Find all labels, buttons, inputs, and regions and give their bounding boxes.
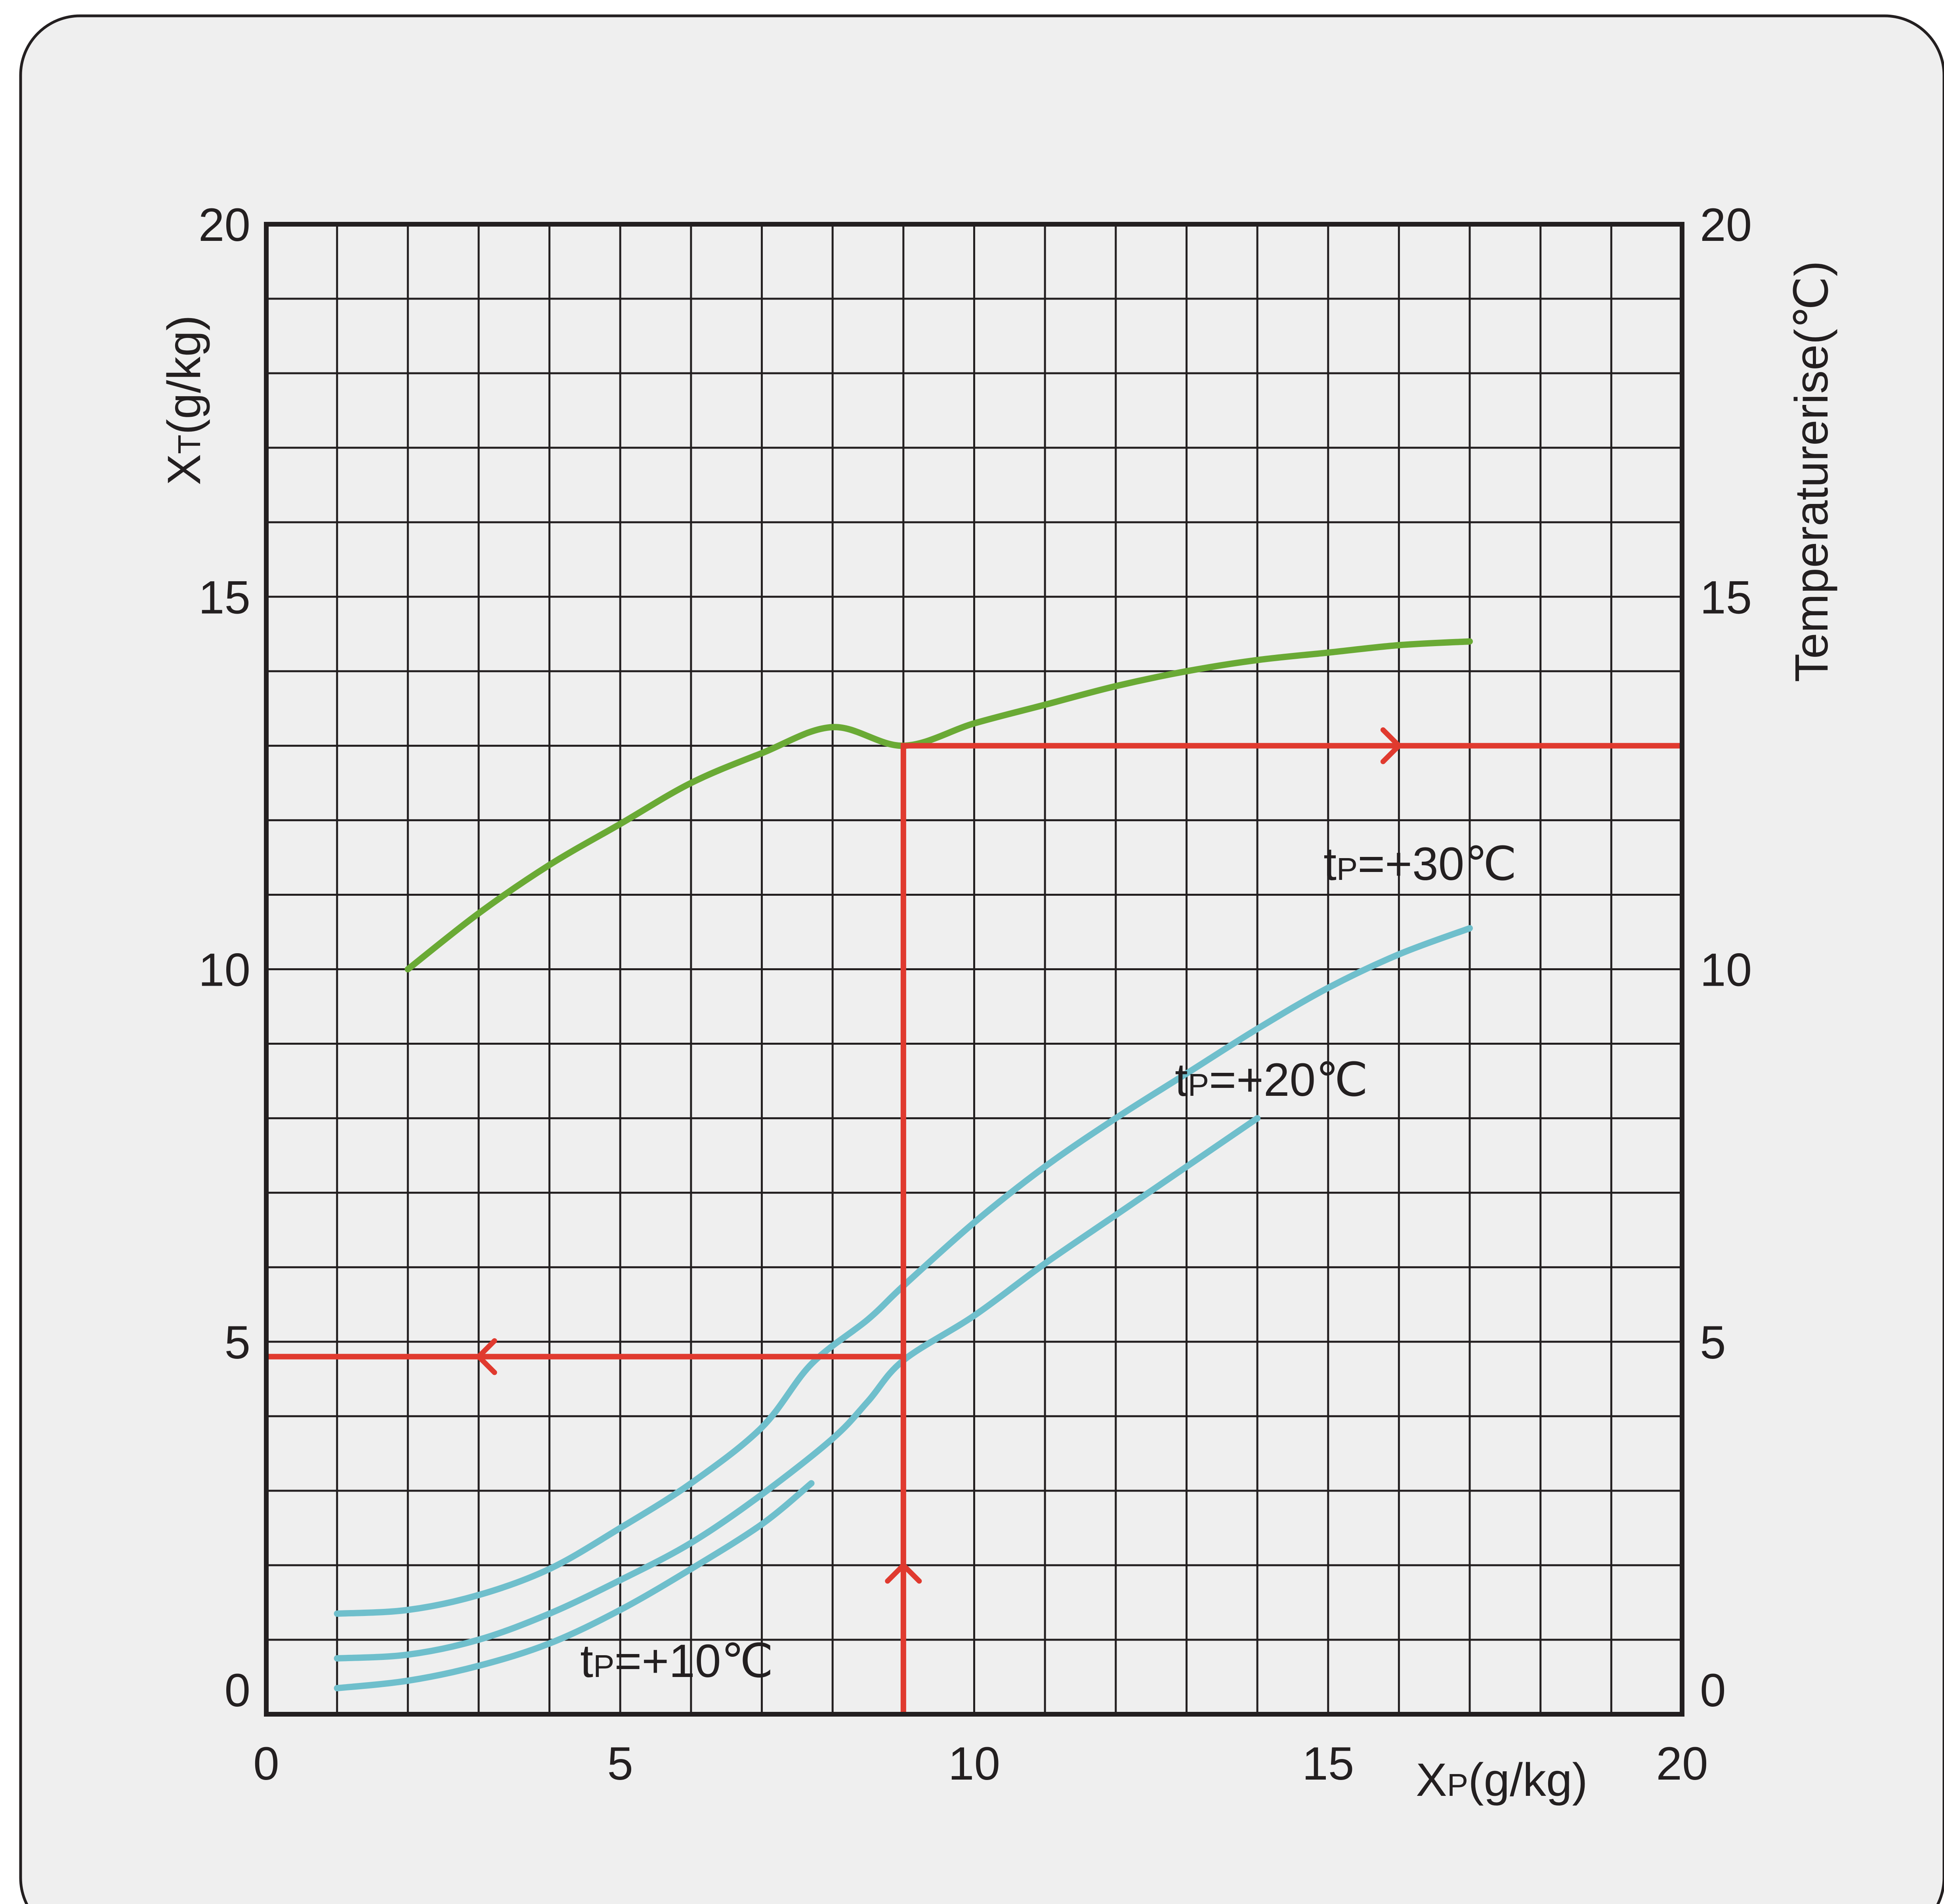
y-right-tick-label: 0 [1700, 1664, 1726, 1717]
x-tick-label: 10 [948, 1738, 1000, 1790]
y-left-axis-title-sub: T [172, 435, 207, 454]
x-tick-label: 20 [1656, 1738, 1708, 1790]
curve-label-t: t [580, 1635, 593, 1687]
curve-labels: tP=+30℃tP=+20℃tP=+10℃ [580, 838, 1517, 1687]
series-line-3 [334, 1115, 1261, 1662]
construction-line-main [900, 743, 1682, 1714]
y-left-axis-title-main: X [158, 454, 210, 485]
curve-label-3: tP=+20℃ [1175, 1054, 1368, 1106]
y-left-tick-label: 5 [224, 1316, 250, 1369]
curve-label-value: =+10℃ [614, 1635, 773, 1687]
y-left-tick-label: 15 [199, 571, 250, 624]
arrow-up-icon [885, 1563, 922, 1584]
x-tick-label: 15 [1302, 1738, 1354, 1790]
construction-lines [266, 727, 1682, 1714]
y-right-tick-label: 20 [1700, 199, 1752, 251]
y-right-axis-title: Temperaturerise(℃) [1786, 261, 1838, 682]
curve-label-2: tP=+30℃ [1323, 838, 1517, 890]
curve-label-sub: P [1337, 851, 1358, 887]
arrow-right-icon [1380, 727, 1402, 764]
curve-label-t: t [1323, 838, 1337, 890]
x-axis-title-unit: (g/kg) [1468, 1754, 1588, 1806]
x-axis-title: XP(g/kg) [1416, 1754, 1588, 1806]
curve-label-sub: P [593, 1648, 614, 1684]
curve-label-value: =+20℃ [1209, 1054, 1368, 1106]
y-right-tick-labels: 0 5 10 15 20 [1700, 199, 1752, 1717]
y-left-tick-label: 20 [199, 199, 250, 251]
x-axis-title-main: X [1416, 1754, 1447, 1806]
card-background [19, 14, 1944, 1904]
curve-label-t: t [1175, 1054, 1188, 1106]
series-line-2 [334, 925, 1473, 1617]
x-axis-title-sub: P [1447, 1767, 1468, 1803]
plot-frame [264, 222, 1684, 1717]
x-tick-label: 5 [607, 1738, 633, 1790]
y-left-axis-title-unit: (g/kg) [158, 315, 210, 435]
y-right-tick-label: 10 [1700, 944, 1752, 996]
series-line-1 [405, 638, 1473, 973]
series-line-4 [334, 1480, 815, 1692]
y-left-tick-label: 10 [199, 944, 250, 996]
curve-label-4: tP=+10℃ [580, 1635, 773, 1687]
x-tick-label: 0 [253, 1738, 279, 1790]
y-left-tick-label: 0 [224, 1664, 250, 1717]
y-left-axis-title: XT(g/kg) [158, 315, 210, 485]
y-right-tick-label: 15 [1700, 571, 1752, 624]
arrow-left-icon [476, 1338, 497, 1375]
x-tick-labels: 0 5 10 15 20 [253, 1738, 1708, 1790]
series-layer [334, 638, 1473, 1692]
grid [266, 224, 1682, 1714]
curve-label-sub: P [1188, 1067, 1209, 1103]
curve-label-value: =+30℃ [1358, 838, 1517, 890]
y-left-tick-labels: 0 5 10 15 20 [199, 199, 250, 1717]
y-right-tick-label: 5 [1700, 1316, 1726, 1369]
